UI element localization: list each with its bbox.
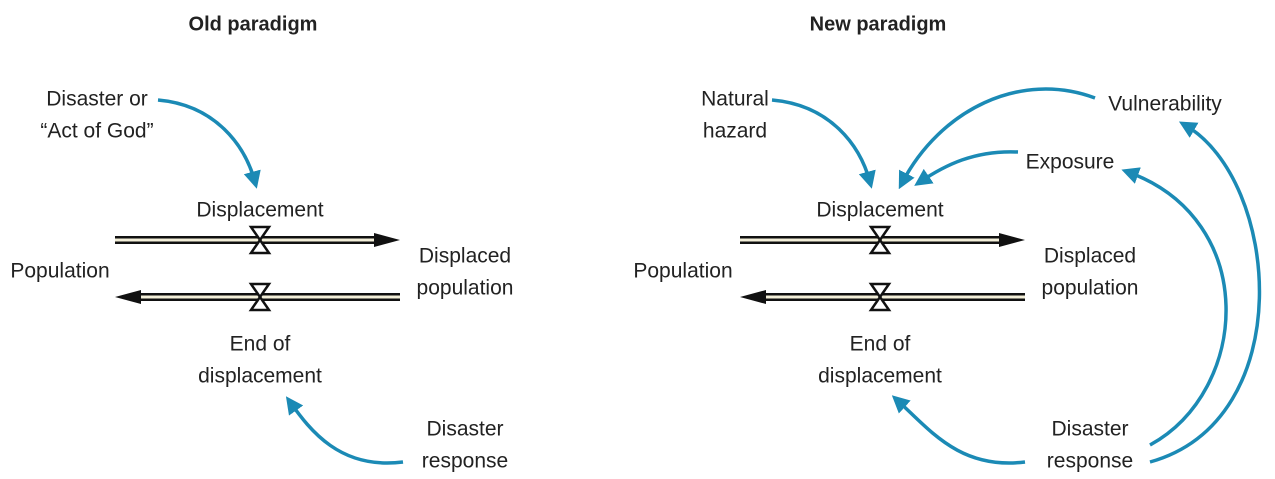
link-arrow — [891, 395, 1026, 465]
node-label: population — [417, 277, 514, 300]
flow-arrowhead — [740, 290, 766, 304]
node-label: End of — [850, 333, 911, 356]
node-label: Displacement — [816, 199, 943, 222]
valve — [248, 282, 272, 312]
node-label: displacement — [818, 365, 942, 388]
node-label: Vulnerability — [1108, 93, 1222, 116]
node-label: Natural — [701, 88, 769, 111]
node-label: Exposure — [1026, 151, 1115, 174]
node-label: Population — [10, 260, 109, 283]
node-label: response — [1047, 450, 1133, 473]
link-arrow — [1149, 121, 1262, 464]
flow-arrowhead — [999, 233, 1025, 247]
link-arrow — [771, 98, 876, 189]
node-label: “Act of God” — [40, 120, 153, 143]
node-label: Population — [633, 260, 732, 283]
node-label: population — [1042, 277, 1139, 300]
panel-title: Old paradigm — [189, 13, 318, 35]
valve — [868, 282, 892, 312]
link-arrow — [1121, 167, 1228, 447]
node-label: Disaster or — [46, 88, 148, 111]
node-label: Disaster — [426, 418, 503, 441]
node-label: response — [422, 450, 508, 473]
flow-arrowhead — [374, 233, 400, 247]
link-arrow — [157, 98, 261, 189]
node-label: Displaced — [419, 245, 511, 268]
link-arrow — [914, 150, 1019, 186]
node-label: Displaced — [1044, 245, 1136, 268]
valve — [868, 225, 892, 255]
node-label: hazard — [703, 120, 767, 143]
link-arrow — [285, 396, 404, 465]
node-label: End of — [230, 333, 291, 356]
node-label: displacement — [198, 365, 322, 388]
panel-title: New paradigm — [810, 13, 947, 35]
flow-arrowhead — [115, 290, 141, 304]
node-label: Displacement — [196, 199, 323, 222]
node-label: Disaster — [1051, 418, 1128, 441]
link-arrow — [898, 87, 1096, 190]
valve — [248, 225, 272, 255]
